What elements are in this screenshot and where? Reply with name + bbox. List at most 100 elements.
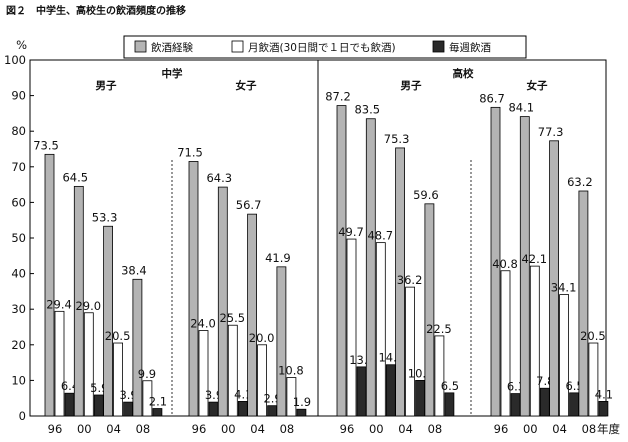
bar xyxy=(123,401,133,417)
x-tick-label: 96 xyxy=(48,422,63,436)
x-tick-label: 96 xyxy=(494,422,509,436)
data-label: 22.5 xyxy=(426,322,452,336)
data-label: 29.4 xyxy=(46,297,72,311)
bar xyxy=(152,408,163,417)
bar xyxy=(132,278,143,417)
bar xyxy=(217,186,228,417)
bar xyxy=(286,377,297,417)
bar xyxy=(142,380,153,417)
data-label: 40.8 xyxy=(492,257,518,271)
bar xyxy=(83,312,94,417)
data-label: 24.0 xyxy=(190,317,216,331)
bar xyxy=(73,185,84,417)
data-label: 77.3 xyxy=(538,125,564,139)
data-label: 25.5 xyxy=(219,311,245,325)
bar xyxy=(424,203,435,417)
legend-label: 毎週飲酒 xyxy=(449,41,491,54)
y-tick-label: 40 xyxy=(11,267,26,281)
data-label: 49.7 xyxy=(338,225,364,239)
bar xyxy=(415,379,426,417)
bar xyxy=(395,147,406,417)
bar xyxy=(296,408,307,417)
bar xyxy=(559,294,569,417)
bar xyxy=(434,335,445,417)
data-label: 6.5 xyxy=(441,379,459,393)
data-label: 38.4 xyxy=(121,263,147,277)
data-label: 20.5 xyxy=(105,329,131,343)
data-label: 29.0 xyxy=(75,299,101,313)
bar xyxy=(54,310,65,417)
bar xyxy=(93,394,104,417)
bar xyxy=(208,401,219,417)
bar xyxy=(356,366,367,417)
bar xyxy=(529,265,540,417)
data-label: 1.9 xyxy=(293,395,311,409)
x-tick-label: 00 xyxy=(77,422,92,436)
bar xyxy=(598,401,609,417)
data-label: 4.1 xyxy=(595,387,613,401)
bar xyxy=(539,387,550,417)
data-label: 75.3 xyxy=(384,132,410,146)
y-tick-label: 0 xyxy=(19,409,26,423)
bar xyxy=(444,392,455,417)
data-label: 86.7 xyxy=(479,91,505,105)
data-label: 36.2 xyxy=(397,273,423,287)
x-tick-label: 96 xyxy=(192,422,207,436)
bar xyxy=(276,266,287,417)
bar xyxy=(247,213,258,417)
y-tick-label: 100 xyxy=(4,53,26,67)
data-label: 20.5 xyxy=(580,329,606,343)
y-tick-label: 30 xyxy=(11,302,26,316)
x-tick-label: 04 xyxy=(552,422,567,436)
y-tick-label: 10 xyxy=(11,373,26,387)
legend-swatch xyxy=(231,40,244,53)
bar xyxy=(267,405,278,417)
bar xyxy=(588,342,599,417)
bar xyxy=(198,330,209,417)
data-label: 9.9 xyxy=(138,367,156,381)
bar xyxy=(519,116,530,417)
bar xyxy=(365,118,376,417)
x-tick-label: 08 xyxy=(280,422,295,436)
data-label: 41.9 xyxy=(265,251,291,265)
legend-swatch xyxy=(134,40,147,53)
bar xyxy=(569,392,579,417)
data-label: 48.7 xyxy=(367,229,393,243)
bar xyxy=(227,324,238,417)
data-label: 59.6 xyxy=(413,188,439,202)
bar xyxy=(336,105,347,417)
x-tick-label: 08 xyxy=(428,422,443,436)
bar xyxy=(375,242,386,417)
data-label: 53.3 xyxy=(92,210,118,224)
data-label: 64.3 xyxy=(206,171,232,185)
x-tick-label: 04 xyxy=(398,422,413,436)
x-tick-label: 00 xyxy=(523,422,538,436)
y-tick-label: 50 xyxy=(11,231,26,245)
data-label: 63.2 xyxy=(567,175,593,189)
x-tick-label: 08 xyxy=(582,422,597,436)
bar xyxy=(549,140,559,417)
bar xyxy=(257,344,268,417)
bar xyxy=(188,161,199,417)
group-label: 女子 xyxy=(527,79,548,92)
y-tick-label: 20 xyxy=(11,338,26,352)
x-axis-label: 年度 xyxy=(597,422,620,436)
data-label: 87.2 xyxy=(325,90,351,104)
data-label: 71.5 xyxy=(177,145,203,159)
data-label: 34.1 xyxy=(551,281,577,295)
data-label: 20.0 xyxy=(249,331,275,345)
data-label: 73.5 xyxy=(33,138,59,152)
x-tick-label: 00 xyxy=(221,422,236,436)
y-tick-label: 80 xyxy=(11,124,26,138)
bar xyxy=(405,286,416,417)
bar xyxy=(385,364,396,417)
data-label: 2.1 xyxy=(149,395,167,409)
bar xyxy=(510,393,521,417)
data-label: 64.5 xyxy=(62,170,88,184)
group-label: 女子 xyxy=(236,79,257,92)
x-tick-label: 04 xyxy=(106,422,121,436)
bar xyxy=(490,106,501,417)
x-tick-label: 08 xyxy=(136,422,151,436)
group-label: 男子 xyxy=(401,80,422,92)
bar xyxy=(44,153,55,417)
